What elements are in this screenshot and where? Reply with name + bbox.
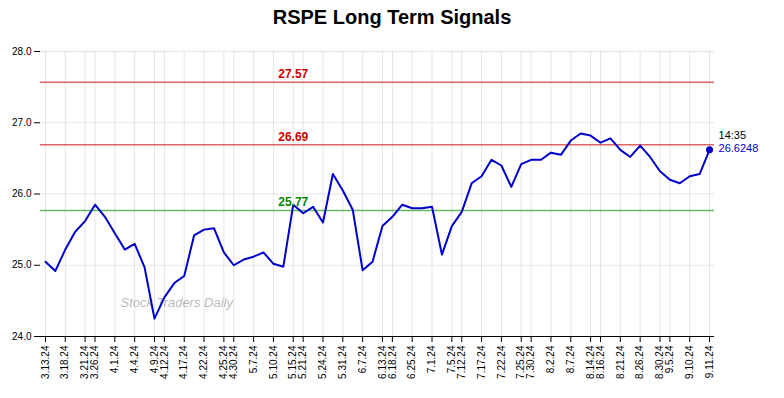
- svg-text:5.15.24: 5.15.24: [287, 345, 299, 379]
- svg-text:4.22.24: 4.22.24: [198, 345, 209, 379]
- svg-text:5.24.24: 5.24.24: [317, 345, 328, 379]
- svg-text:7.22.24: 7.22.24: [496, 345, 507, 379]
- svg-text:27.0: 27.0: [12, 117, 32, 128]
- svg-text:4.1.24: 4.1.24: [109, 345, 120, 373]
- svg-text:26.0: 26.0: [12, 188, 32, 199]
- svg-text:25.0: 25.0: [12, 259, 32, 270]
- svg-text:7.1.24: 7.1.24: [426, 345, 437, 373]
- svg-text:8.16.24: 8.16.24: [595, 345, 606, 379]
- svg-text:8.26.24: 8.26.24: [634, 345, 645, 379]
- svg-text:7.5.24: 7.5.24: [446, 345, 457, 374]
- svg-text:5.31.24: 5.31.24: [337, 345, 348, 379]
- svg-text:7.25.24: 7.25.24: [515, 345, 527, 379]
- svg-text:9.11.24: 9.11.24: [704, 345, 715, 378]
- svg-text:3.18.24: 3.18.24: [59, 345, 70, 379]
- svg-text:4.4.24: 4.4.24: [129, 345, 140, 373]
- svg-text:27.57: 27.57: [278, 67, 308, 81]
- svg-text:Stock Traders Daily: Stock Traders Daily: [121, 295, 235, 310]
- svg-text:25.77: 25.77: [278, 195, 308, 209]
- svg-text:8.30.24: 8.30.24: [654, 345, 666, 379]
- svg-text:5.7.24: 5.7.24: [248, 345, 259, 373]
- svg-text:9.10.24: 9.10.24: [684, 345, 695, 379]
- svg-text:7.17.24: 7.17.24: [476, 345, 487, 379]
- svg-text:26.69: 26.69: [278, 130, 308, 144]
- svg-text:3.21.24: 3.21.24: [79, 345, 91, 379]
- svg-text:6.7.24: 6.7.24: [357, 345, 368, 373]
- html-text:RSPE Long Term Signals: RSPE Long Term Signals: [272, 6, 512, 28]
- svg-text:8.21.24: 8.21.24: [615, 345, 626, 379]
- svg-text:6.18.24: 6.18.24: [387, 345, 398, 379]
- svg-text:4.17.24: 4.17.24: [178, 345, 189, 379]
- svg-text:7.12.24: 7.12.24: [456, 345, 467, 379]
- svg-text:9.5.24: 9.5.24: [664, 345, 675, 373]
- svg-text:5.21.24: 5.21.24: [297, 345, 308, 379]
- svg-text:8.14.24: 8.14.24: [584, 345, 596, 379]
- svg-text:4.25.24: 4.25.24: [218, 345, 230, 379]
- svg-text:4.12.24: 4.12.24: [159, 345, 170, 379]
- svg-text:24.0: 24.0: [12, 331, 32, 342]
- svg-text:26.6248: 26.6248: [719, 142, 759, 154]
- svg-text:6.25.24: 6.25.24: [406, 345, 417, 379]
- svg-text:5.10.24: 5.10.24: [268, 345, 279, 379]
- svg-text:8.2.24: 8.2.24: [545, 345, 556, 373]
- svg-text:7.30.24: 7.30.24: [525, 345, 536, 379]
- svg-text:3.13.24: 3.13.24: [40, 345, 51, 379]
- svg-text:8.7.24: 8.7.24: [565, 345, 576, 373]
- svg-text:6.13.24: 6.13.24: [376, 345, 388, 379]
- svg-text:14:35: 14:35: [719, 129, 747, 141]
- svg-text:28.0: 28.0: [12, 46, 32, 57]
- svg-text:3.26.24: 3.26.24: [89, 345, 100, 379]
- svg-text:4.9.24: 4.9.24: [148, 345, 160, 374]
- svg-text:4.30.24: 4.30.24: [228, 345, 239, 379]
